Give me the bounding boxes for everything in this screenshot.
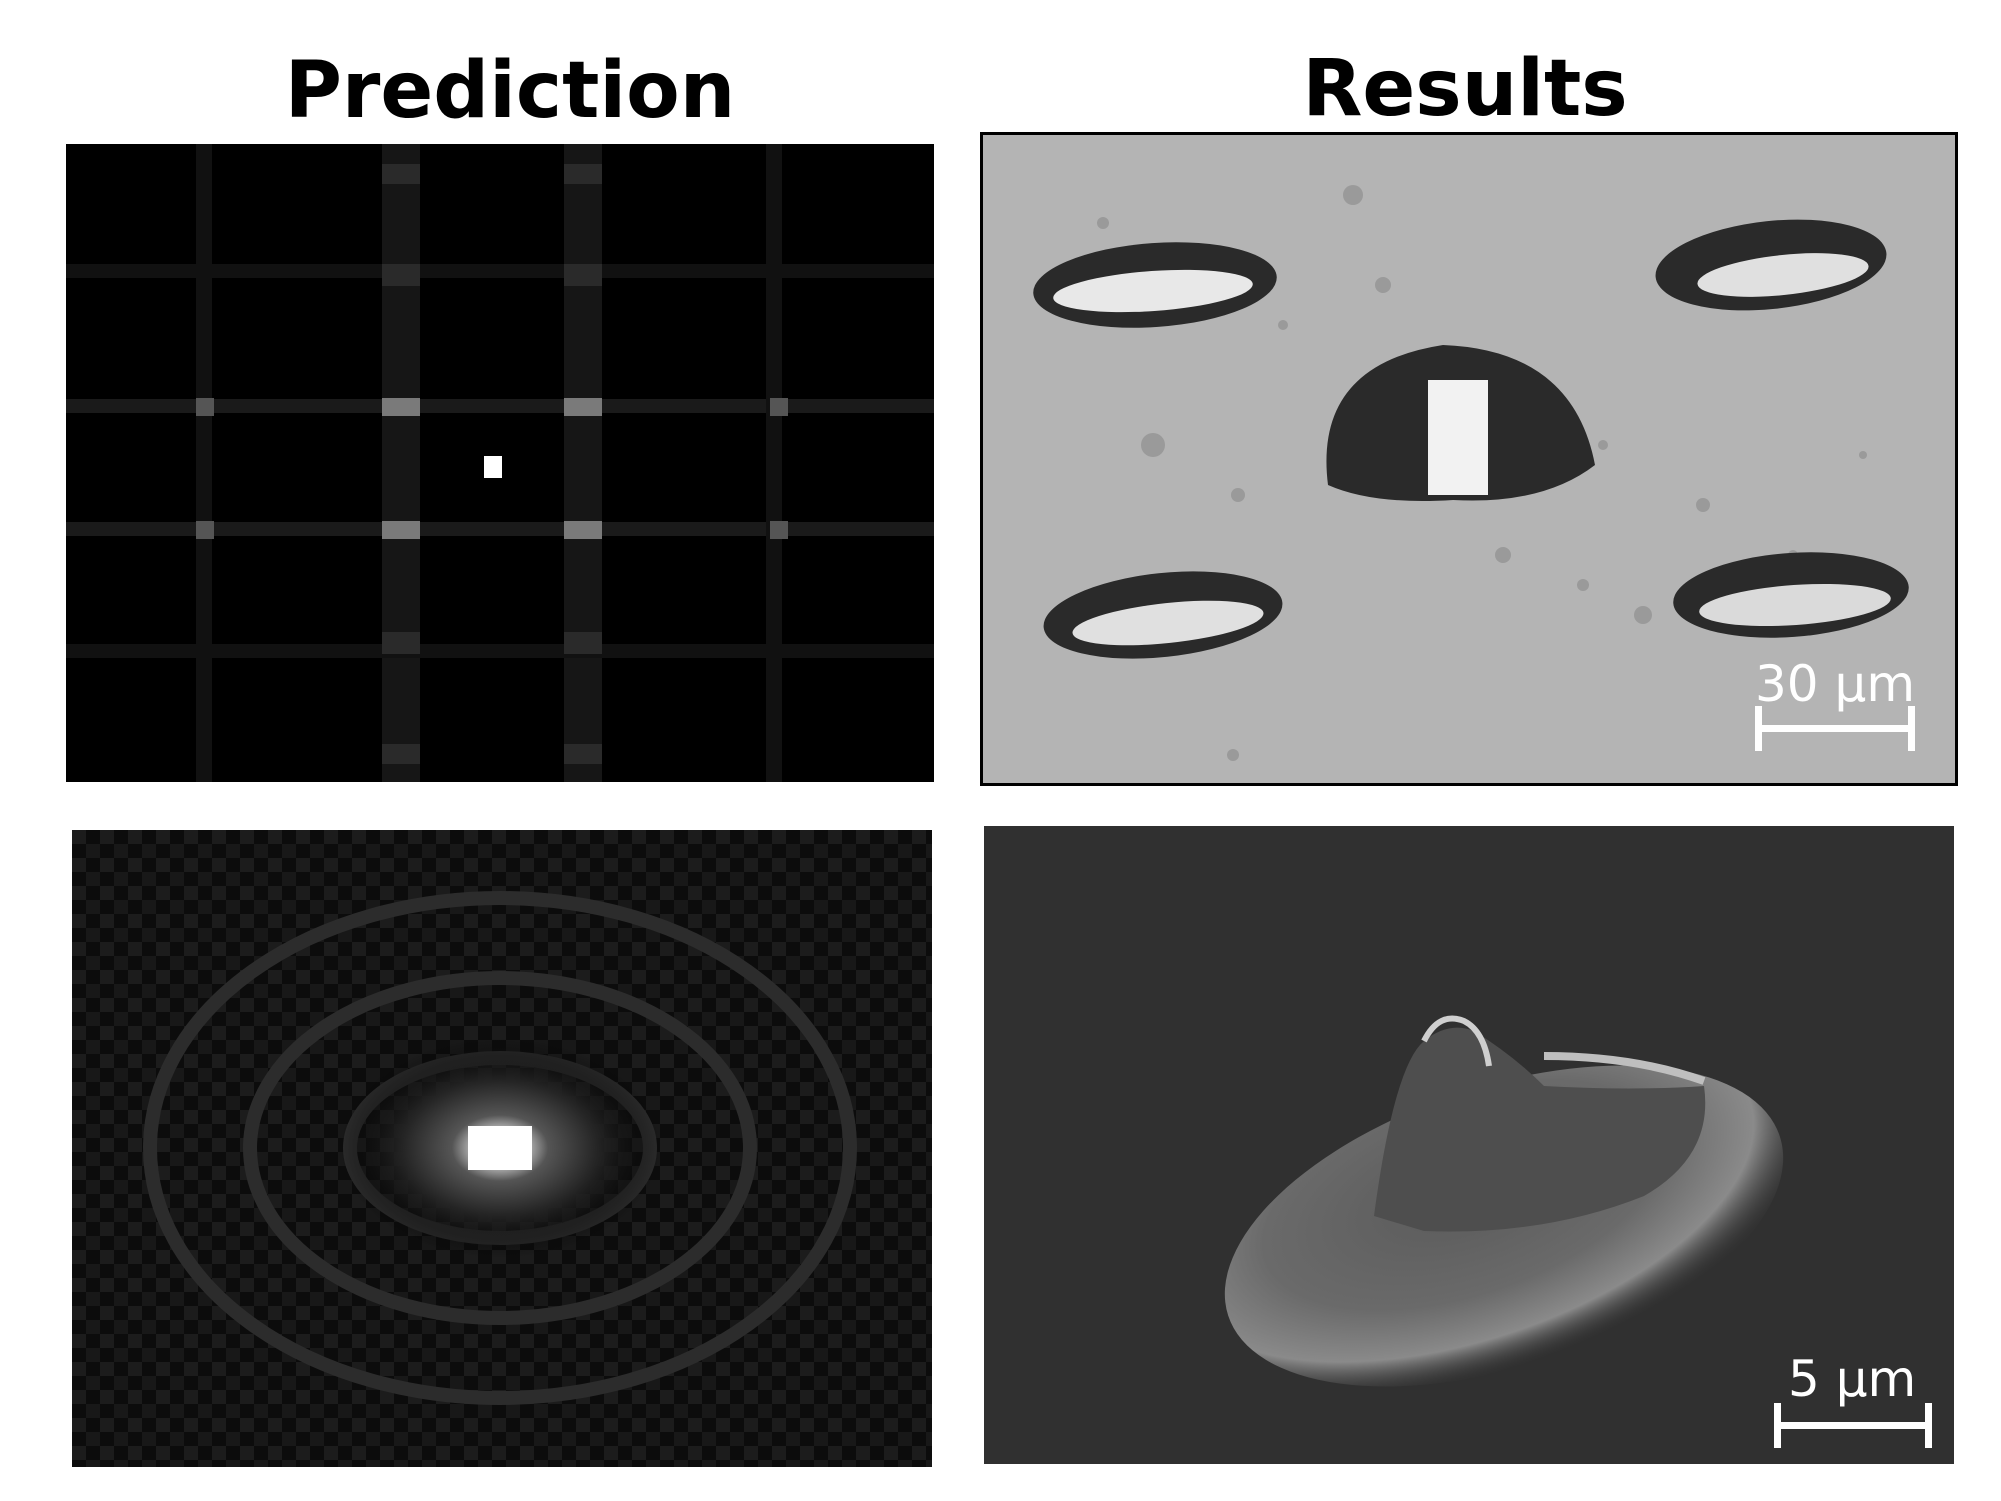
scale-bar-5um bbox=[1774, 1403, 1932, 1448]
results-sem-micrograph: 5 µm bbox=[984, 826, 1954, 1464]
prediction-grid-pattern-image bbox=[66, 144, 934, 782]
scale-bar-label-5um-text: 5 µm bbox=[1788, 1350, 1917, 1408]
results-optical-micrograph: 30 µm bbox=[980, 132, 1958, 786]
prediction-spot-pattern-image bbox=[72, 830, 932, 1467]
scale-bar-label-30um: 30 µm bbox=[1755, 655, 1916, 713]
results-column-title: Results bbox=[1302, 44, 1628, 134]
prediction-column-title: Prediction bbox=[284, 46, 736, 136]
scale-bar-30um bbox=[1755, 706, 1915, 751]
